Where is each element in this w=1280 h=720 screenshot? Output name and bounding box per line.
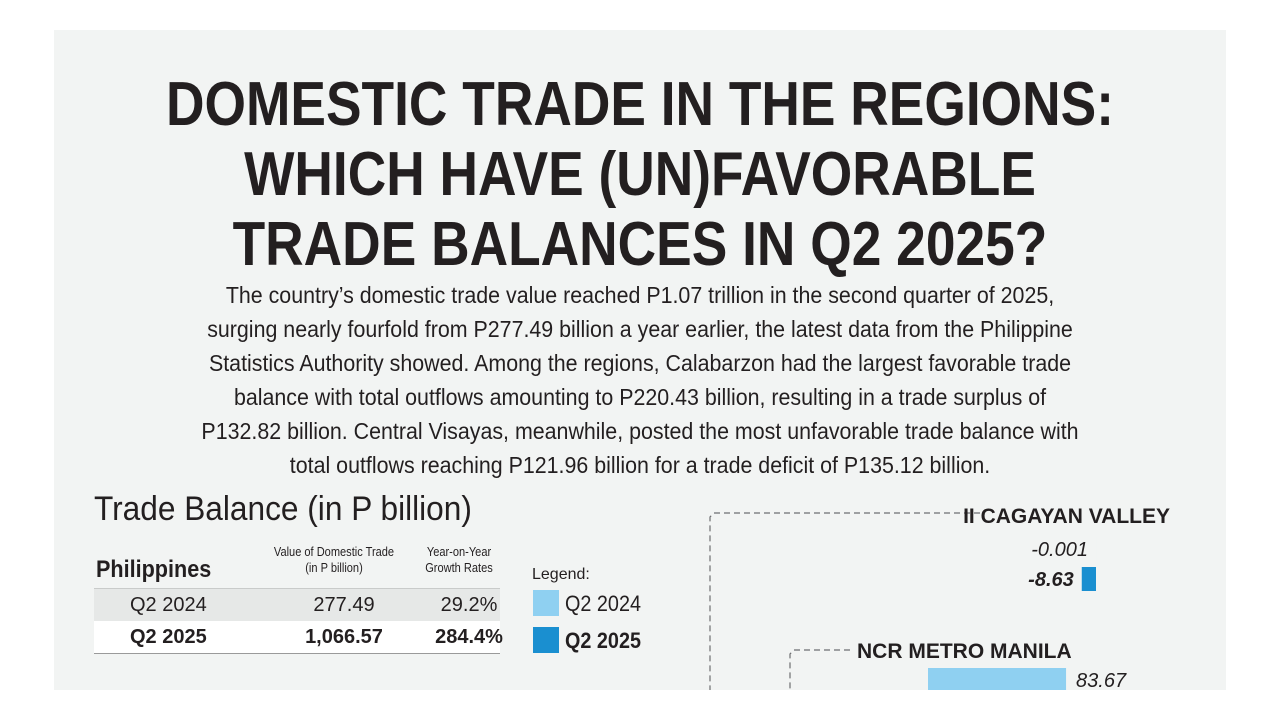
column-header-value: Value of Domestic Trade (in P billion): [266, 544, 402, 576]
column-header-line: (in P billion): [305, 560, 363, 575]
table-row: Q2 2024 277.49 29.2%: [94, 588, 500, 621]
row-quarter: Q2 2025: [130, 626, 207, 648]
infographic-card: DOMESTIC TRADE IN THE REGIONS: WHICH HAV…: [54, 30, 1226, 690]
bar-value-label: -8.63: [1028, 569, 1074, 591]
row-growth: 284.4%: [435, 626, 503, 648]
legend-label-q2-2024: Q2 2024: [565, 591, 641, 616]
column-header-line: Growth Rates: [425, 560, 493, 575]
region-bar: [928, 668, 1067, 690]
table-country-label: Philippines: [96, 556, 212, 583]
intro-line: balance with total outflows amounting to…: [233, 384, 1047, 410]
region-connector: [709, 512, 980, 690]
bar-value-label: 83.67: [1076, 670, 1127, 690]
row-growth: 29.2%: [440, 594, 498, 616]
table-row: Q2 2025 1,066.57 284.4%: [94, 621, 503, 654]
region-connector: [789, 649, 850, 690]
region-bar: [1081, 567, 1096, 591]
column-header-growth: Year-on-Year Growth Rates: [412, 544, 506, 576]
bar-value-label: -0.001: [1031, 539, 1088, 561]
row-value: 1,066.57: [305, 626, 383, 648]
intro-line: The country’s domestic trade value reach…: [225, 282, 1055, 308]
intro-line: surging nearly fourfold from P277.49 bil…: [207, 316, 1073, 342]
region-title: NCR METRO MANILA: [857, 640, 1072, 663]
intro-line: P132.82 billion. Central Visayas, meanwh…: [201, 418, 1079, 444]
regional-bar-chart: II CAGAYAN VALLEY -0.001 -8.63 NCR METRO MA…: [709, 505, 1170, 690]
intro-line: total outflows reaching P121.96 billion …: [289, 452, 991, 478]
title-line-3: TRADE BALANCES IN Q2 2025?: [232, 210, 1048, 279]
column-header-line: Value of Domestic Trade: [273, 544, 395, 559]
title-line-2: WHICH HAVE (UN)FAVORABLE: [244, 140, 1036, 209]
legend-swatch-q2-2024: [533, 590, 559, 616]
trade-balance-heading: Trade Balance (in P billion): [94, 490, 472, 528]
title-line-1: DOMESTIC TRADE IN THE REGIONS:: [166, 70, 1114, 139]
column-header-line: Year-on-Year: [426, 544, 492, 559]
legend-swatch-q2-2025: [533, 627, 559, 653]
row-quarter: Q2 2024: [130, 594, 207, 616]
intro-paragraph: The country’s domestic trade value reach…: [94, 278, 1186, 482]
legend-label-q2-2025: Q2 2025: [565, 628, 641, 653]
region-title: II CAGAYAN VALLEY: [963, 505, 1170, 528]
legend-title: Legend:: [532, 566, 590, 583]
intro-line: Statistics Authority showed. Among the r…: [208, 350, 1072, 376]
row-value: 277.49: [313, 594, 375, 616]
